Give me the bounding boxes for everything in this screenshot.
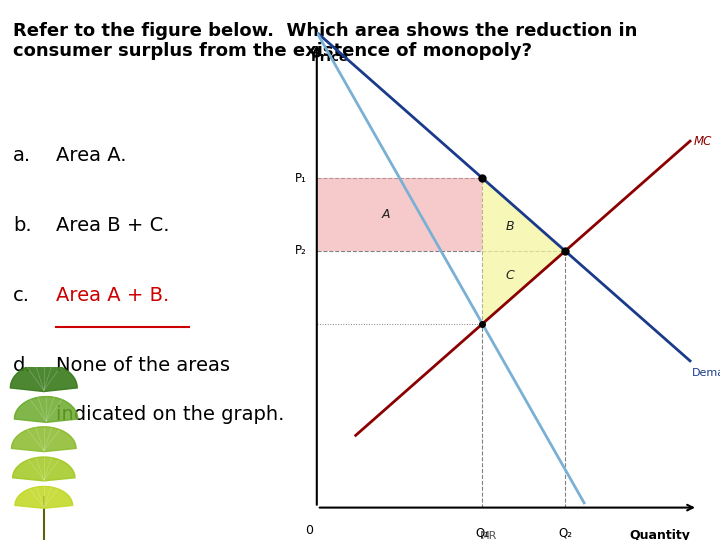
Text: a.: a. [13,146,32,165]
Text: Refer to the figure below.  Which area shows the reduction in
consumer surplus f: Refer to the figure below. Which area sh… [13,22,638,60]
Text: c.: c. [13,286,30,305]
Text: Price: Price [311,51,349,64]
Text: d.: d. [13,356,32,375]
Text: P₂: P₂ [295,245,307,258]
Polygon shape [12,427,76,451]
Text: C: C [505,269,514,282]
Text: None of the areas: None of the areas [56,356,230,375]
Text: b.: b. [13,216,32,235]
Polygon shape [15,487,73,508]
Polygon shape [13,457,75,481]
Text: B: B [505,220,514,233]
Text: Quantity: Quantity [629,529,690,540]
Polygon shape [10,364,77,392]
Text: MC: MC [694,134,712,147]
Polygon shape [14,396,78,422]
Text: P₁: P₁ [295,172,307,185]
Text: Area A + B.: Area A + B. [56,286,169,305]
Text: Q₂: Q₂ [558,526,572,539]
Text: A: A [382,208,391,221]
Polygon shape [317,178,482,251]
Polygon shape [482,178,565,251]
Text: Area B + C.: Area B + C. [56,216,170,235]
Text: 0: 0 [305,524,313,537]
Text: Q₁: Q₁ [475,526,490,539]
Polygon shape [482,251,565,324]
Text: Demand: Demand [692,368,720,378]
Text: MR: MR [480,531,497,540]
Text: Area A.: Area A. [56,146,127,165]
Text: indicated on the graph.: indicated on the graph. [56,405,284,424]
